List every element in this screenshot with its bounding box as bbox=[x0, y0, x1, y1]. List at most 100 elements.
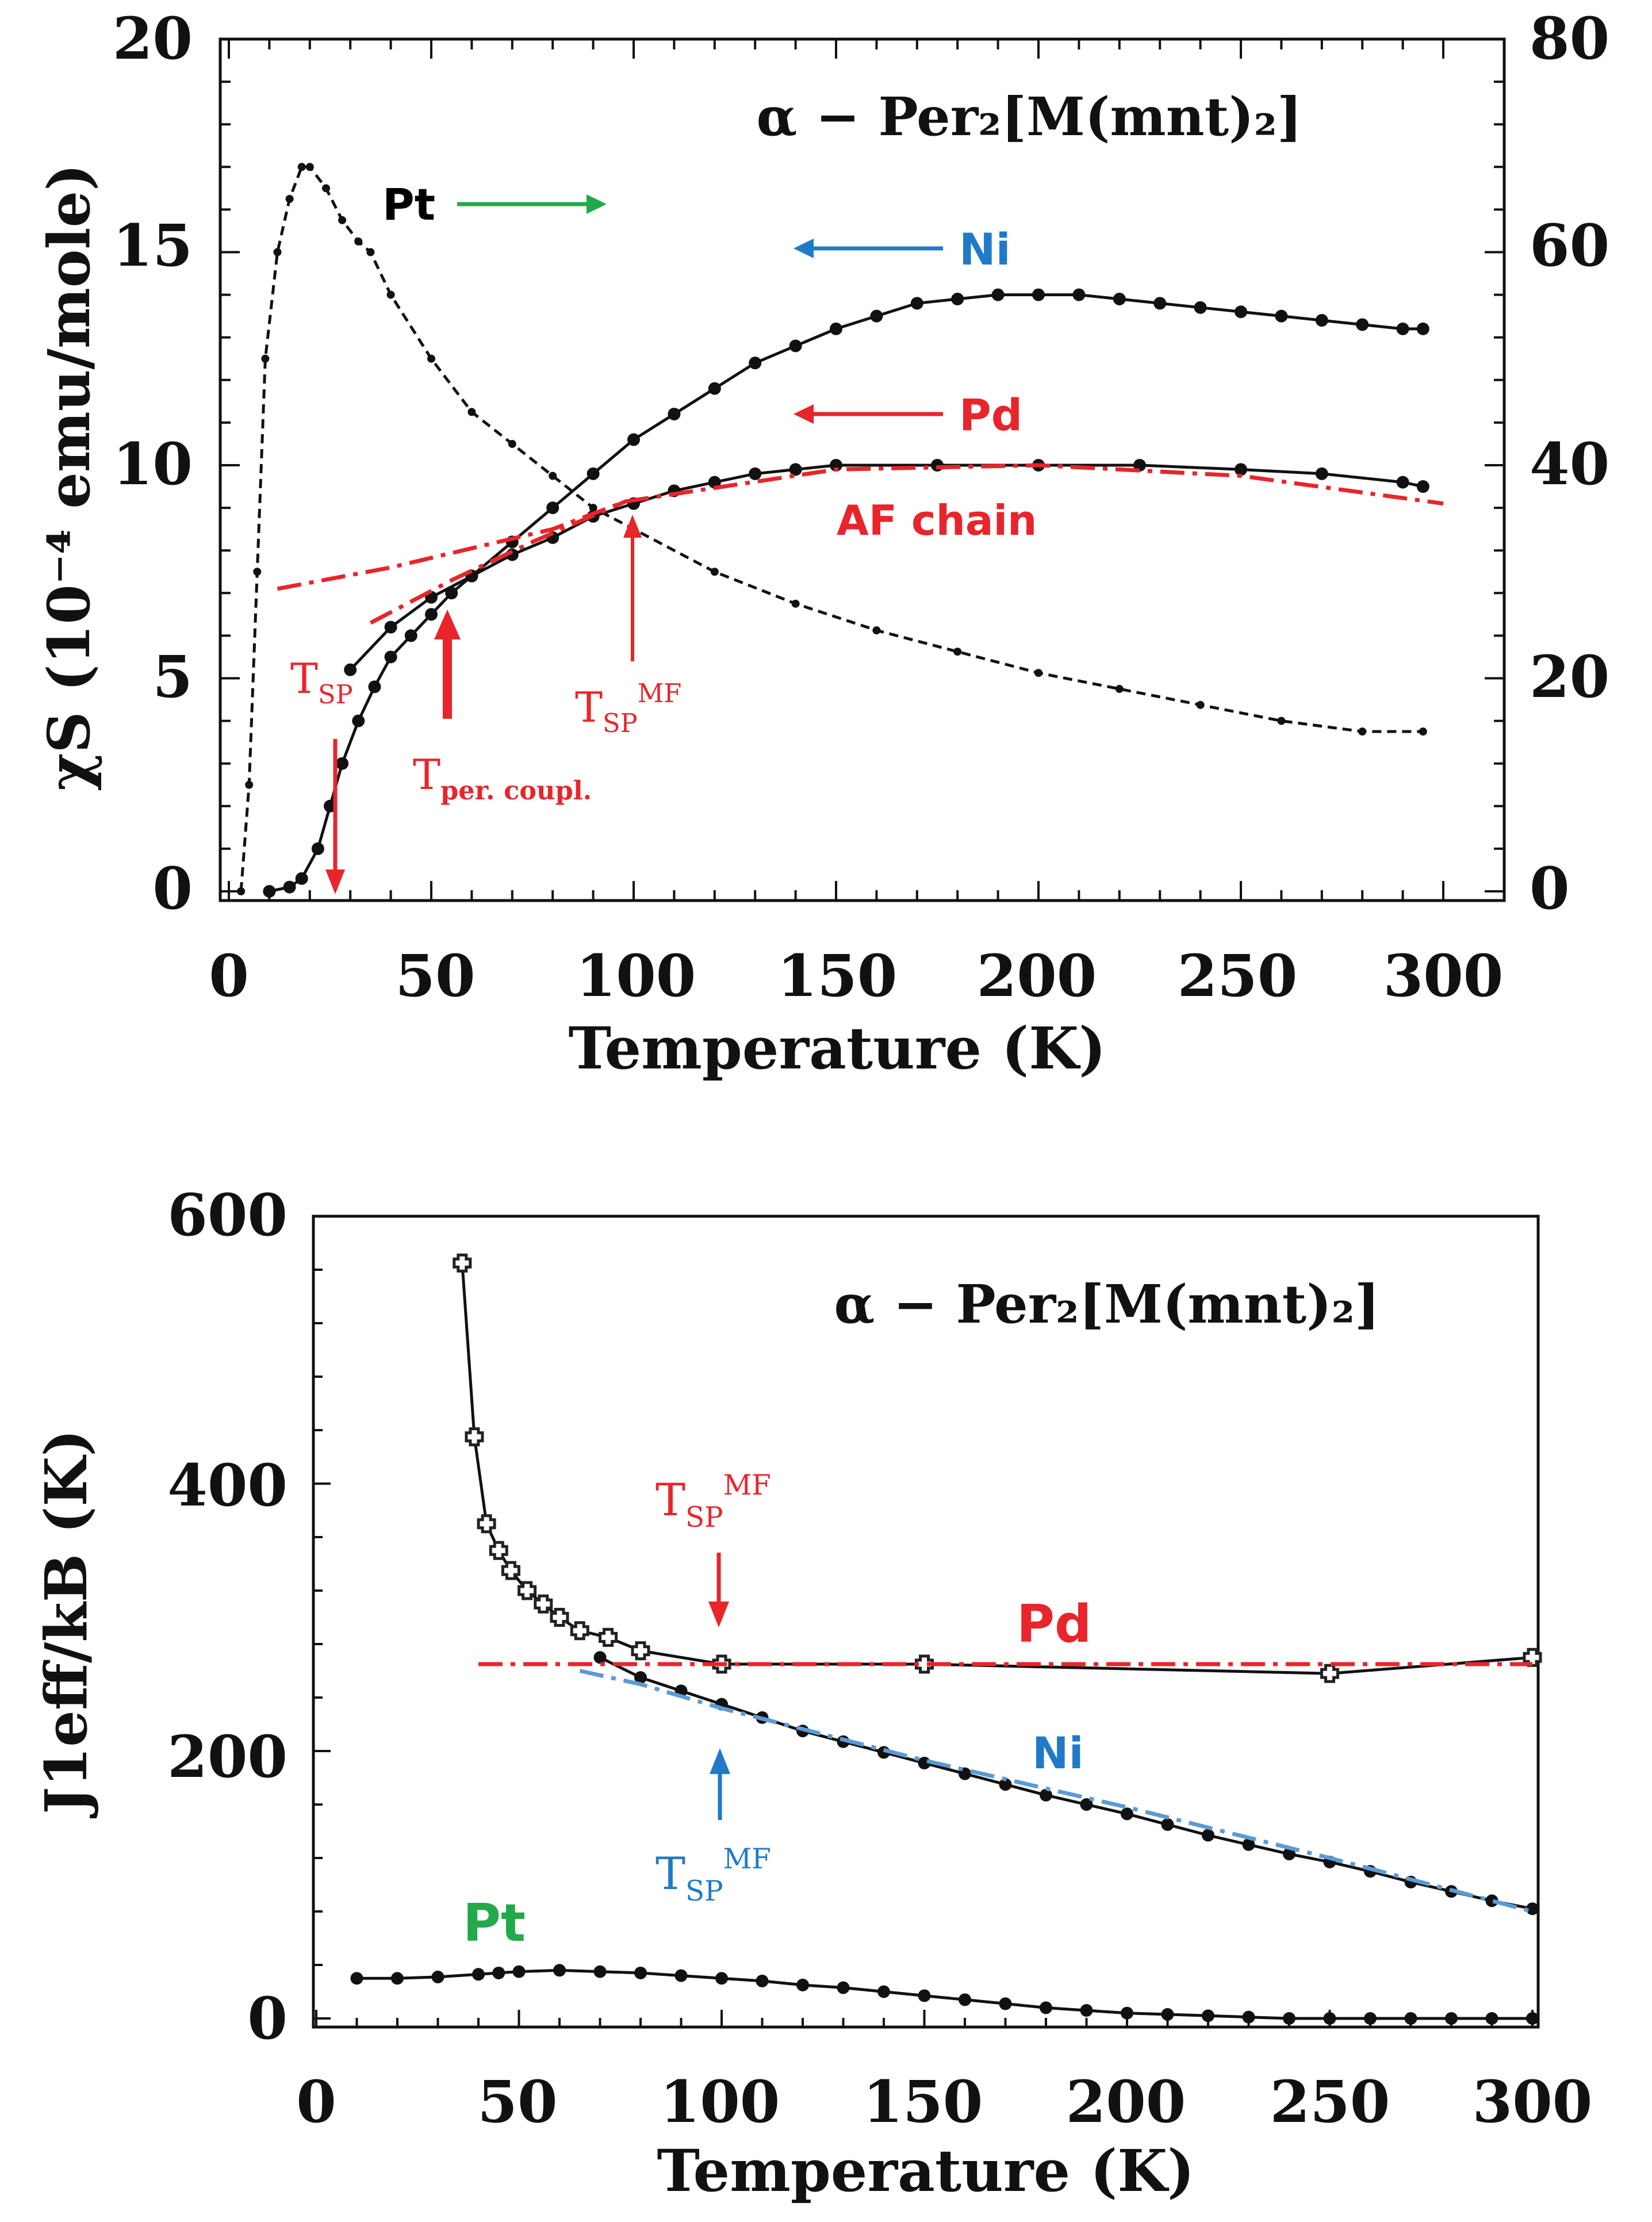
data-point bbox=[627, 433, 640, 446]
tsp-mf-symbol: T bbox=[656, 1848, 685, 1900]
tsp-marker: TSP bbox=[290, 654, 353, 894]
data-point bbox=[1080, 2004, 1093, 2017]
data-point bbox=[549, 472, 557, 480]
data-point bbox=[297, 163, 306, 171]
data-point bbox=[1277, 717, 1286, 725]
data-point bbox=[1072, 288, 1086, 301]
y2-tick-labels: 0 20 40 60 80 bbox=[1530, 5, 1609, 922]
data-point bbox=[1445, 2012, 1458, 2025]
data-point bbox=[453, 1253, 472, 1273]
data-point bbox=[283, 880, 296, 894]
fit-line bbox=[277, 463, 1444, 591]
tsp-mf-arrow-head bbox=[623, 515, 642, 538]
tsp-mf-pd-arrow-head bbox=[708, 1602, 729, 1627]
data-point bbox=[999, 1778, 1012, 1791]
data-point bbox=[1419, 727, 1427, 736]
data-point bbox=[634, 1966, 647, 1979]
data-point bbox=[918, 1989, 931, 2002]
data-point bbox=[749, 467, 762, 480]
data-point bbox=[1194, 301, 1207, 314]
data-point bbox=[305, 163, 314, 171]
data-point bbox=[1242, 2010, 1255, 2024]
data-point bbox=[1485, 1894, 1498, 1907]
data-point bbox=[501, 1561, 520, 1580]
series-ni-fit bbox=[579, 1669, 1533, 1914]
x-tick-label: 300 bbox=[1383, 942, 1504, 1010]
data-point bbox=[953, 648, 962, 656]
data-point bbox=[467, 408, 476, 416]
data-point bbox=[1235, 305, 1247, 319]
y-tick-label: 10 bbox=[113, 430, 193, 498]
tsp-mf-pd-label: TSPMF bbox=[656, 1469, 771, 1534]
data-point bbox=[1283, 1848, 1295, 1861]
tsp-mf-marker: TSPMF bbox=[575, 515, 681, 738]
x-tick-label: 0 bbox=[296, 2068, 336, 2136]
data-point bbox=[570, 1621, 589, 1641]
data-point bbox=[1315, 314, 1328, 327]
data-point bbox=[354, 237, 363, 246]
tsp-label: TSP bbox=[290, 654, 353, 710]
y-tick-label: 200 bbox=[167, 1723, 288, 1791]
tsp-mf-symbol: T bbox=[656, 1474, 685, 1526]
y-tick-label: 0 bbox=[247, 1985, 288, 2052]
data-point bbox=[427, 354, 435, 363]
data-point bbox=[1485, 2012, 1498, 2025]
data-point bbox=[668, 408, 681, 421]
data-point bbox=[1040, 1788, 1052, 1802]
data-point bbox=[553, 1964, 566, 1977]
tsp-arrow-head bbox=[325, 869, 345, 894]
tsp-mf-superscript: MF bbox=[723, 1469, 771, 1501]
x-tick-labels: 0 50 100 150 200 250 300 bbox=[296, 2068, 1592, 2136]
data-point bbox=[352, 714, 365, 727]
tsp-symbol: T bbox=[290, 654, 318, 703]
tsp-mf-ni-marker: TSPMF bbox=[656, 1748, 771, 1907]
data-point bbox=[593, 1965, 607, 1978]
data-point bbox=[674, 1969, 688, 1982]
pt-label: Pt bbox=[382, 179, 435, 230]
ni-label: Ni bbox=[959, 224, 1011, 275]
x-tick-label: 50 bbox=[477, 2068, 557, 2136]
data-point bbox=[593, 1651, 607, 1664]
pd-annotation: Pd bbox=[794, 389, 1022, 440]
data-point bbox=[830, 459, 842, 472]
data-point bbox=[321, 184, 330, 193]
data-point bbox=[1161, 1818, 1174, 1831]
x-tick-label: 150 bbox=[863, 2068, 983, 2136]
data-point bbox=[391, 1972, 404, 1985]
x-tick-label: 250 bbox=[1270, 2068, 1390, 2136]
chart-title: α − Per₂[M(mnt)₂] bbox=[757, 86, 1302, 148]
data-point bbox=[1416, 480, 1429, 493]
data-point bbox=[1358, 727, 1367, 736]
data-point bbox=[1196, 700, 1205, 709]
data-point bbox=[634, 1671, 647, 1684]
data-point bbox=[708, 382, 721, 395]
x-tick-label: 200 bbox=[1066, 2068, 1186, 2136]
data-point bbox=[1526, 1902, 1539, 1915]
data-point bbox=[1242, 1838, 1255, 1851]
data-point bbox=[837, 1981, 850, 1994]
tsp-mf-superscript: MF bbox=[638, 679, 682, 708]
data-point bbox=[1523, 1648, 1542, 1667]
data-point bbox=[1275, 309, 1288, 323]
tper-symbol: T bbox=[413, 750, 440, 799]
data-point bbox=[253, 568, 262, 576]
data-point bbox=[384, 620, 397, 634]
data-point bbox=[877, 1985, 890, 1998]
tper-subscript: per. coupl. bbox=[440, 775, 592, 806]
data-point bbox=[931, 459, 944, 472]
y-axis-title: J1eff/kB (K) bbox=[32, 1429, 100, 1818]
fit-line bbox=[579, 1669, 1533, 1914]
tsp-mf-symbol: T bbox=[575, 683, 603, 731]
y-axis-title: χS (10⁻⁴ emu/mole) bbox=[35, 164, 103, 791]
data-point bbox=[991, 288, 1005, 301]
y2-tick-label: 40 bbox=[1530, 430, 1609, 498]
x-tick-label: 300 bbox=[1473, 2068, 1593, 2136]
data-point bbox=[1121, 1807, 1133, 1821]
exchange-coupling-chart: 0 50 100 150 200 250 300 0 200 400 600 T… bbox=[32, 1181, 1592, 2205]
susceptibility-chart: 0 50 100 150 200 250 300 0 5 10 15 20 0 … bbox=[35, 5, 1609, 1082]
data-point bbox=[796, 1978, 809, 1991]
x-axis-title: Temperature (K) bbox=[569, 1014, 1106, 1082]
plot-frame bbox=[312, 1215, 1540, 2029]
data-point bbox=[1080, 1798, 1093, 1811]
